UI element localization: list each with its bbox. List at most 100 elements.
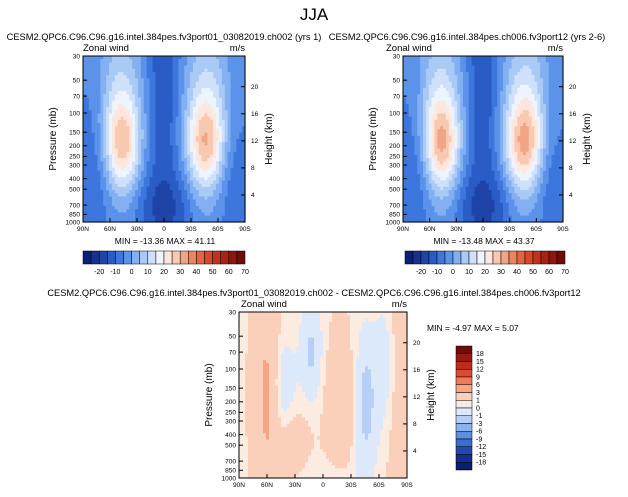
field-cell xyxy=(423,100,427,105)
field-cell xyxy=(126,103,130,108)
field-cell xyxy=(169,110,174,115)
field-cell xyxy=(94,71,99,76)
field-cell xyxy=(111,190,116,194)
field-cell xyxy=(181,215,185,220)
field-cell xyxy=(431,78,436,83)
field-cell xyxy=(114,174,119,178)
field-cell xyxy=(155,174,159,178)
field-cell xyxy=(491,97,496,102)
field-cell xyxy=(543,119,547,124)
field-cell xyxy=(164,62,168,67)
field-cell xyxy=(491,100,496,105)
field-cell xyxy=(560,135,564,140)
field-cell xyxy=(106,56,110,60)
field-cell xyxy=(540,164,544,169)
field-cell xyxy=(106,206,110,210)
field-cell xyxy=(178,199,182,204)
field-cell xyxy=(169,202,174,207)
field-cell xyxy=(192,186,197,191)
field-cell xyxy=(85,183,90,188)
field-cell xyxy=(230,218,235,223)
field-cell xyxy=(143,126,148,131)
field-cell xyxy=(201,174,206,178)
field-cell xyxy=(117,56,122,60)
field-cell xyxy=(164,215,168,220)
field-cell xyxy=(457,107,461,111)
field-cell xyxy=(85,91,90,95)
field-cell xyxy=(474,142,478,146)
field-cell xyxy=(405,100,410,105)
field-cell xyxy=(457,123,461,127)
field-cell xyxy=(227,142,232,146)
field-cell xyxy=(152,123,156,127)
field-cell xyxy=(233,68,237,73)
field-cell xyxy=(540,151,544,156)
field-cell xyxy=(184,180,188,185)
field-cell xyxy=(106,139,110,143)
field-cell xyxy=(204,196,208,201)
field-cell xyxy=(114,119,119,124)
field-cell xyxy=(227,103,232,108)
field-cell xyxy=(91,132,96,137)
field-cell xyxy=(204,56,208,60)
field-cell xyxy=(155,91,159,95)
field-cell xyxy=(425,94,430,99)
field-cell xyxy=(514,100,518,105)
field-cell xyxy=(463,151,467,156)
field-cell xyxy=(152,91,156,95)
field-cell xyxy=(468,87,473,92)
field-cell xyxy=(543,100,547,105)
field-cell xyxy=(445,145,450,150)
field-cell xyxy=(117,183,122,188)
field-cell xyxy=(408,103,413,108)
field-cell xyxy=(514,139,518,143)
field-cell xyxy=(216,180,220,185)
field-cell xyxy=(166,78,171,83)
field-cell xyxy=(132,209,136,214)
field-cell xyxy=(451,100,456,105)
field-cell xyxy=(123,170,127,175)
field-cell xyxy=(184,75,188,79)
field-cell xyxy=(218,71,223,76)
field-cell xyxy=(207,148,211,153)
field-cell xyxy=(137,196,142,201)
field-cell xyxy=(207,62,211,67)
field-cell xyxy=(91,123,96,127)
field-cell xyxy=(178,142,182,146)
field-cell xyxy=(129,110,133,115)
field-cell xyxy=(120,126,125,131)
field-cell xyxy=(468,91,473,95)
field-cell xyxy=(468,126,473,131)
field-cell xyxy=(471,75,476,79)
field-cell xyxy=(129,196,133,201)
field-cell xyxy=(123,215,127,220)
field-cell xyxy=(548,164,553,169)
field-cell xyxy=(85,215,90,220)
field-cell xyxy=(117,161,122,166)
field-cell xyxy=(117,126,122,131)
field-cell xyxy=(425,116,430,121)
field-cell xyxy=(135,110,139,115)
field-cell xyxy=(471,65,476,70)
field-cell xyxy=(497,94,501,99)
field-cell xyxy=(224,148,229,153)
field-cell xyxy=(155,215,159,220)
field-cell xyxy=(152,209,156,214)
field-cell xyxy=(135,199,139,204)
field-cell xyxy=(100,177,104,182)
field-cell xyxy=(117,167,122,172)
field-cell xyxy=(471,113,476,118)
field-cell xyxy=(213,196,217,201)
field-cell xyxy=(420,142,424,146)
field-cell xyxy=(166,148,171,153)
field-cell xyxy=(158,126,162,131)
field-cell xyxy=(152,190,156,194)
field-cell xyxy=(434,75,438,79)
field-cell xyxy=(126,180,130,185)
field-cell xyxy=(497,129,501,134)
field-cell xyxy=(218,113,223,118)
field-cell xyxy=(164,56,168,60)
field-cell xyxy=(218,170,223,175)
field-cell xyxy=(560,107,564,111)
field-cell xyxy=(123,97,127,102)
